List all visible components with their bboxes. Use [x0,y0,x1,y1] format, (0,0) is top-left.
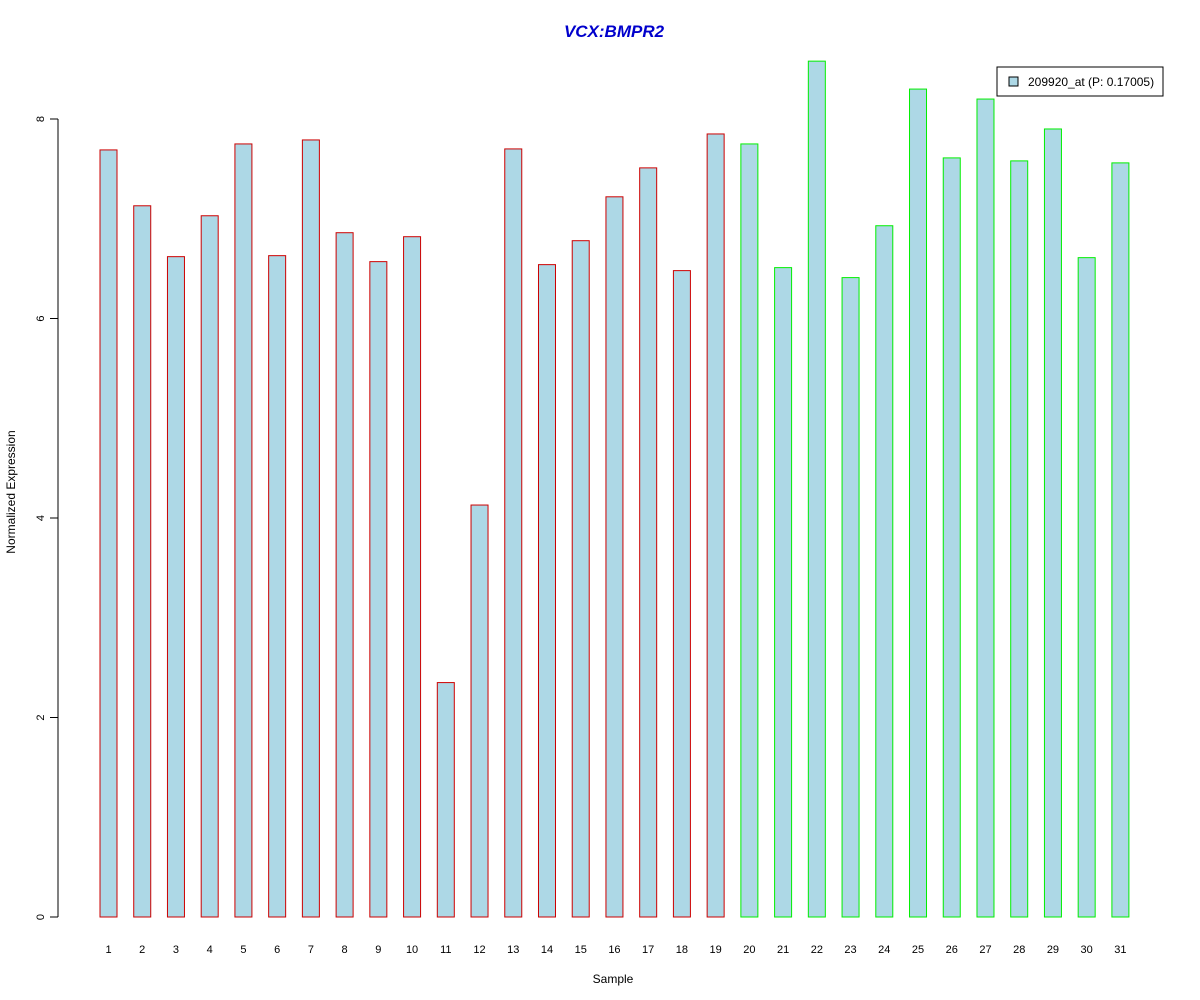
bar-sample-2 [133,205,152,918]
bar-sample-13 [504,148,523,918]
bar-sample-26 [942,157,961,918]
x-tick-label: 10 [406,944,418,956]
bar-sample-1 [99,149,118,918]
bar-sample-9 [369,261,388,918]
x-tick-label: 26 [946,944,958,956]
bar-sample-3 [166,256,185,918]
bar-sample-29 [1043,128,1062,918]
bar-sample-4 [200,215,219,918]
y-axis: 0 2 4 6 8 [35,116,59,920]
x-tick-label: 31 [1114,944,1126,956]
x-tick-label: 16 [608,944,620,956]
bar-sample-20 [740,143,759,918]
x-tick-label: 1 [105,944,111,956]
bar-sample-6 [268,255,287,918]
bar-sample-21 [774,267,793,918]
bar-sample-5 [234,143,253,918]
y-tick-label: 8 [35,116,47,122]
legend: 209920_at (P: 0.17005) [996,66,1164,97]
x-tick-label: 18 [676,944,688,956]
bar-sample-10 [403,236,422,918]
y-tick-label: 2 [35,714,47,720]
x-tick-label: 24 [878,944,890,956]
bar-sample-11 [436,682,455,918]
bar-sample-18 [672,270,691,918]
bar-sample-22 [807,60,826,918]
bar-sample-31 [1111,162,1130,918]
legend-box [996,66,1164,97]
x-tick-label: 9 [375,944,381,956]
x-tick-label: 8 [342,944,348,956]
y-axis-label: Normalized Expression [4,430,18,553]
bar-sample-15 [571,240,590,918]
x-tick-label: 3 [173,944,179,956]
bar-sample-8 [335,232,354,918]
x-tick-label: 30 [1081,944,1093,956]
x-tick-label: 11 [440,944,451,956]
chart-title: VCX:BMPR2 [564,22,665,41]
x-tick-label: 14 [541,944,553,956]
bar-sample-28 [1010,160,1029,918]
x-tick-label: 2 [139,944,145,956]
y-tick-label: 0 [35,914,47,920]
x-tick-label: 17 [642,944,654,956]
x-tick-label: 25 [912,944,924,956]
bar-sample-12 [470,504,489,918]
x-tick-label: 27 [979,944,991,956]
bar-sample-27 [976,98,995,918]
bar-sample-17 [639,167,658,918]
x-tick-label: 23 [844,944,856,956]
x-tick-label: 12 [473,944,485,956]
x-tick-label: 5 [240,944,246,956]
bar-sample-7 [301,139,320,918]
x-tick-label: 21 [777,944,789,956]
x-tick-labels: 1 2 3 4 5 6 7 8 9 10 11 12 13 14 15 16 17 18 19 20 21 22 23 24 2… [105,944,1126,956]
bar-sample-14 [537,264,556,918]
x-tick-label: 20 [743,944,755,956]
x-tick-label: 28 [1013,944,1025,956]
x-tick-label: 4 [207,944,213,956]
x-tick-label: 19 [710,944,722,956]
y-tick-label: 4 [35,515,47,521]
y-tick-label: 6 [35,315,47,321]
legend-swatch [1008,76,1019,87]
bar-sample-19 [706,133,725,918]
legend-label: 209920_at (P: 0.17005) [1028,75,1154,89]
bar-sample-16 [605,196,624,918]
x-axis-label: Sample [593,972,634,986]
bar-sample-24 [875,225,894,918]
bar-sample-25 [909,88,928,918]
bar-sample-30 [1077,257,1096,918]
bars [99,60,1130,918]
x-tick-label: 22 [811,944,823,956]
x-tick-label: 13 [507,944,519,956]
x-tick-label: 6 [274,944,280,956]
x-tick-label: 29 [1047,944,1059,956]
x-tick-label: 7 [308,944,314,956]
x-tick-label: 15 [575,944,587,956]
bar-sample-23 [841,277,860,918]
